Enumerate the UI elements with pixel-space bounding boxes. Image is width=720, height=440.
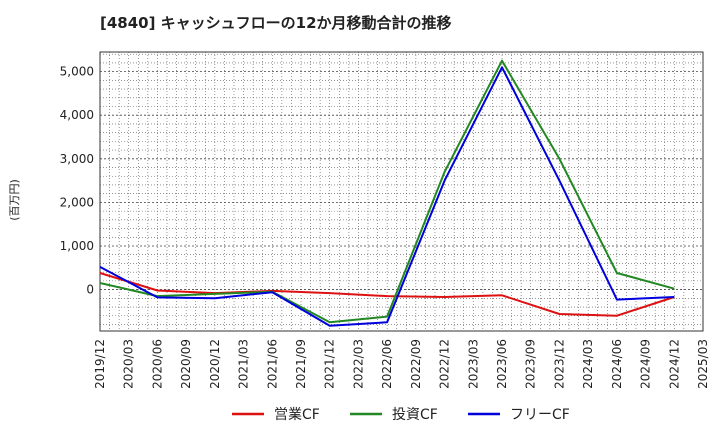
legend: 営業CF 投資CF フリーCF [232,407,570,423]
x-tick-label: 2019/12 [93,339,107,389]
series-line-1 [99,59,675,324]
y-tick-label: 2,000 [60,195,94,209]
x-tick-label: 2025/03 [696,339,710,389]
series-line-2 [99,66,675,327]
x-tick-label: 2023/03 [466,339,480,389]
y-tick-label: 1,000 [60,239,94,253]
x-tick-label: 2024/06 [610,339,624,389]
legend-label-1: 投資CF [392,407,438,423]
legend-label-0: 営業CF [274,407,320,423]
x-tick-label: 2021/12 [323,339,337,389]
y-tick-label: 0 [86,283,94,297]
x-tick-label: 2024/03 [581,339,595,389]
x-tick-label: 2023/06 [495,339,509,389]
x-tick-label: 2021/09 [294,339,308,389]
y-tick-label: 5,000 [60,65,94,79]
plot-area: 0 1,000 2,000 3,000 4,000 5,000 2019/12 2020/03… [60,51,710,389]
x-tick-label: 2021/03 [237,339,251,389]
x-tick-label: 2023/09 [524,339,538,389]
x-tick-label: 2022/12 [438,339,452,389]
x-tick-label: 2021/06 [265,339,279,389]
x-tick-label: 2020/03 [122,339,136,389]
x-tick-label: 2020/09 [179,339,193,389]
x-tick-label: 2024/09 [639,339,653,389]
x-tick-label: 2020/06 [150,339,164,389]
x-tick-label: 2024/12 [667,339,681,389]
x-tick-label: 2020/12 [208,339,222,389]
y-axis-label: (百万円) [8,179,21,221]
legend-label-2: フリーCF [510,407,570,423]
series-line-0 [99,272,675,317]
x-tick-label: 2022/09 [409,339,423,389]
x-tick-label: 2022/06 [380,339,394,389]
y-tick-label: 3,000 [60,152,94,166]
chart-title: [4840] キャッシュフローの12か月移動合計の推移 [100,14,452,32]
x-tick-label: 2022/03 [351,339,365,389]
y-tick-label: 4,000 [60,108,94,122]
x-tick-label: 2023/12 [552,339,566,389]
